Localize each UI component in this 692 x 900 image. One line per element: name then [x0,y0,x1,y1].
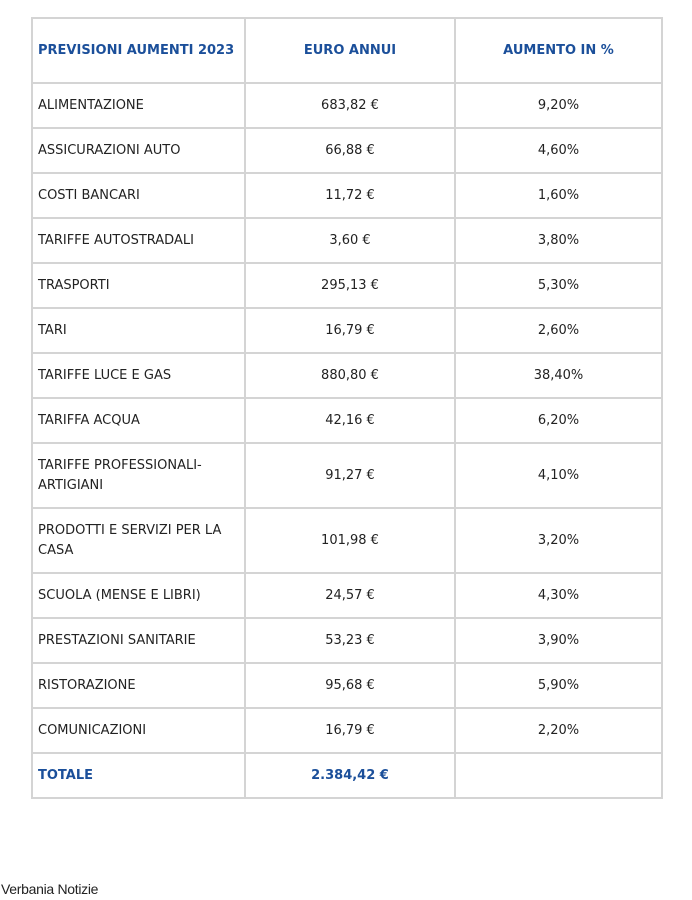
euro-cell: 91,27 € [244,442,456,509]
category-cell: ALIMENTAZIONE [31,82,246,129]
category-cell: TRASPORTI [31,262,246,309]
category-cell: TARI [31,307,246,354]
euro-cell: 16,79 € [244,707,456,754]
category-cell: TARIFFE LUCE E GAS [31,352,246,399]
category-cell: ASSICURAZIONI AUTO [31,127,246,174]
percent-cell: 5,90% [454,662,663,709]
category-cell: COSTI BANCARI [31,172,246,219]
euro-cell: 66,88 € [244,127,456,174]
total-percent [454,752,663,799]
percent-cell: 6,20% [454,397,663,444]
percent-cell: 9,20% [454,82,663,129]
percent-cell: 2,60% [454,307,663,354]
source-caption: Verbania Notizie [1,881,99,897]
table-row: TARIFFA ACQUA 42,16 €6,20% [31,397,663,444]
euro-cell: 880,80 € [244,352,456,399]
percent-cell: 3,20% [454,507,663,574]
table-row: PRODOTTI E SERVIZI PER LA CASA 101,98 €3,… [31,507,663,574]
percent-cell: 1,60% [454,172,663,219]
euro-cell: 53,23 € [244,617,456,664]
euro-cell: 3,60 € [244,217,456,264]
percent-cell: 4,30% [454,572,663,619]
header-euro: EURO ANNUI [244,17,456,84]
table-row: SCUOLA (MENSE E LIBRI) 24,57 €4,30% [31,572,663,619]
euro-cell: 42,16 € [244,397,456,444]
category-cell: RISTORAZIONE [31,662,246,709]
category-cell: PRESTAZIONI SANITARIE [31,617,246,664]
euro-cell: 295,13 € [244,262,456,309]
table-row: TARIFFE AUTOSTRADALI 3,60 €3,80% [31,217,663,264]
percent-cell: 2,20% [454,707,663,754]
category-cell: PRODOTTI E SERVIZI PER LA CASA [31,507,246,574]
table-row: TARIFFE PROFESSIONALI-ARTIGIANI 91,27 €4,… [31,442,663,509]
header-category: PREVISIONI AUMENTI 2023 [31,17,246,84]
percent-cell: 4,60% [454,127,663,174]
percent-cell: 3,90% [454,617,663,664]
total-label: TOTALE [31,752,246,799]
table-row: TARI 16,79 €2,60% [31,307,663,354]
table-row: COSTI BANCARI 11,72 €1,60% [31,172,663,219]
category-cell: TARIFFE AUTOSTRADALI [31,217,246,264]
euro-cell: 11,72 € [244,172,456,219]
header-percent: AUMENTO IN % [454,17,663,84]
total-row: TOTALE 2.384,42 € [31,752,663,799]
percent-cell: 4,10% [454,442,663,509]
percent-cell: 5,30% [454,262,663,309]
table-row: ASSICURAZIONI AUTO 66,88 €4,60% [31,127,663,174]
table-row: COMUNICAZIONI 16,79 €2,20% [31,707,663,754]
table-header-row: PREVISIONI AUMENTI 2023 EURO ANNUI AUMEN… [31,17,663,84]
euro-cell: 683,82 € [244,82,456,129]
category-cell: TARIFFE PROFESSIONALI-ARTIGIANI [31,442,246,509]
percent-cell: 38,40% [454,352,663,399]
euro-cell: 101,98 € [244,507,456,574]
table-row: ALIMENTAZIONE 683,82 €9,20% [31,82,663,129]
percent-cell: 3,80% [454,217,663,264]
euro-cell: 16,79 € [244,307,456,354]
table-row: TRASPORTI 295,13 €5,30% [31,262,663,309]
price-increase-table: PREVISIONI AUMENTI 2023 EURO ANNUI AUMEN… [31,17,663,799]
category-cell: COMUNICAZIONI [31,707,246,754]
category-cell: TARIFFA ACQUA [31,397,246,444]
category-cell: SCUOLA (MENSE E LIBRI) [31,572,246,619]
table-row: RISTORAZIONE 95,68 €5,90% [31,662,663,709]
euro-cell: 95,68 € [244,662,456,709]
table-row: TARIFFE LUCE E GAS 880,80 €38,40% [31,352,663,399]
euro-cell: 24,57 € [244,572,456,619]
total-euro: 2.384,42 € [244,752,456,799]
table-row: PRESTAZIONI SANITARIE 53,23 €3,90% [31,617,663,664]
